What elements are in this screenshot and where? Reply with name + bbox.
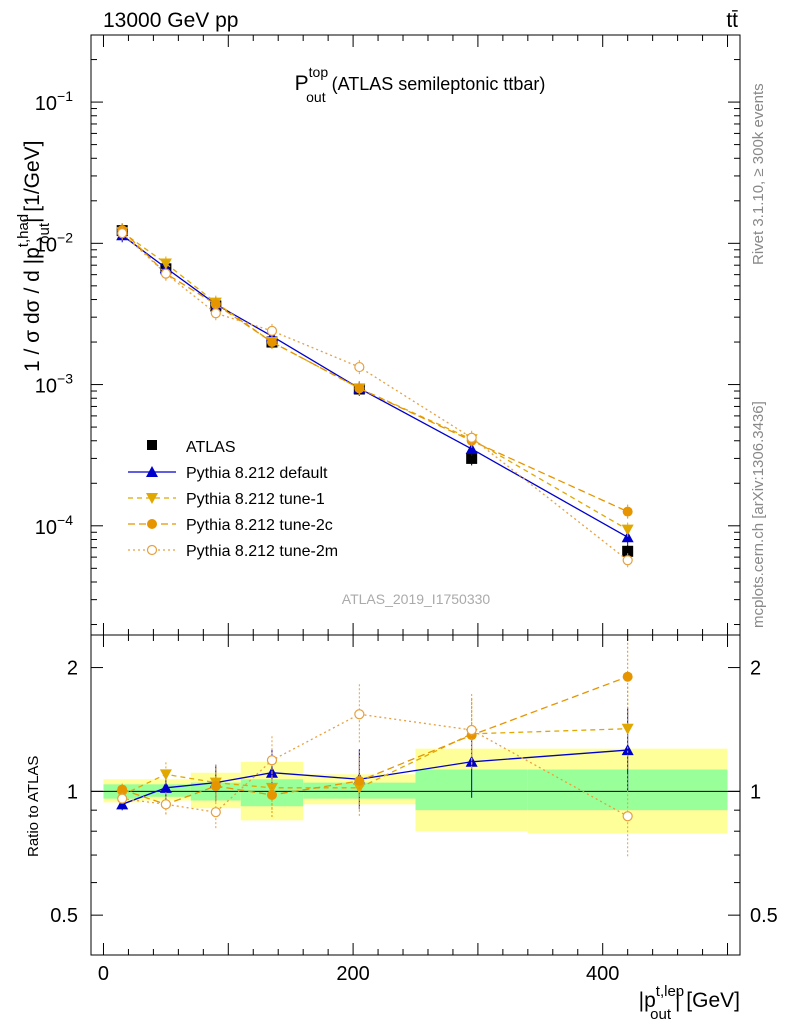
- process-label: tt̄: [726, 9, 738, 32]
- ratio-plot-frame: [90, 634, 741, 956]
- x-tick-label: 400: [586, 963, 619, 985]
- point-tune2c-4: [354, 383, 365, 394]
- ratio-point-tune2m-2: [210, 807, 221, 818]
- ratio-point-tune2m-4: [354, 709, 365, 720]
- point-tune2m-6: [622, 555, 633, 566]
- main-title-rest: (ATLAS semileptonic ttbar): [332, 74, 546, 94]
- y-tick-label: 10−2: [35, 229, 73, 256]
- ratio-x-ticks: 0 200 400: [98, 635, 729, 985]
- ratio-y-tick-label-right: 1: [750, 781, 761, 803]
- point-tune2m-1: [160, 268, 171, 279]
- point-tune2m-2: [210, 308, 221, 319]
- legend-label-tune2m: Pythia 8.212 tune-2m: [186, 543, 338, 560]
- ratio-xlabel-main: |p: [639, 989, 656, 1012]
- energy-label: 13000 GeV pp: [103, 9, 238, 32]
- main-panel: Ptop out (ATLAS semileptonic ttbar) 1 / σ …: [15, 34, 741, 636]
- point-tune2m-4: [354, 361, 365, 373]
- ratio-point-tune2c-0: [117, 784, 128, 795]
- main-series-group: [116, 223, 634, 568]
- ratio-point-default-6: [621, 744, 634, 756]
- x-tick-label: 200: [336, 963, 369, 985]
- legend-marker-tune2m: [146, 544, 158, 556]
- legend-label-tune1: Pythia 8.212 tune-1: [186, 491, 325, 508]
- point-tune2c-6: [622, 506, 633, 517]
- main-ylabel: 1 / σ dσ / d |pt,had out| [1/GeV]: [15, 140, 53, 372]
- ratio-point-tune2m-3: [266, 755, 278, 766]
- ratio-point-tune2c-2: [210, 781, 221, 792]
- ratio-point-tune2c-6: [622, 671, 633, 682]
- ratio-point-tune1-6: [621, 723, 634, 735]
- point-tune2m-3: [266, 325, 278, 336]
- ratio-y-ticks: 0.5 0.5 1 1 2 2: [50, 658, 778, 956]
- main-ylabel-main: 1 / σ dσ / d |p: [21, 247, 44, 372]
- ratio-xlabel-sub: out: [650, 1006, 672, 1023]
- watermark: ATLAS_2019_I1750330: [342, 591, 491, 607]
- ratio-y-tick-label-left: 0.5: [50, 905, 78, 927]
- legend-marker-tune1: [146, 493, 158, 504]
- legend-label-default: Pythia 8.212 default: [186, 465, 328, 482]
- ratio-xlabel: |pt,lep out| [GeV]: [639, 983, 740, 1023]
- ratio-panel: 0.5 0.5 1 1 2 2 0 200 400 Ratio to ATLAS |pt,le…: [25, 634, 778, 1023]
- ratio-point-tune2m-0: [117, 793, 128, 804]
- legend-label-atlas: ATLAS: [186, 439, 236, 456]
- ratio-point-default-5: [465, 755, 478, 767]
- main-x-ticks: [102, 35, 729, 635]
- legend-entry-tune2c: Pythia 8.212 tune-2c: [128, 517, 333, 534]
- ratio-y-tick-label-right: 2: [750, 658, 761, 680]
- legend-marker-default: [146, 466, 158, 477]
- point-tune2c-3: [266, 337, 277, 348]
- ratio-point-tune2c-3: [266, 789, 277, 800]
- legend-entry-default: Pythia 8.212 default: [128, 465, 328, 482]
- ratio-xlabel-sup: t,lep: [656, 983, 684, 1000]
- legend-entry-tune1: Pythia 8.212 tune-1: [128, 491, 325, 508]
- mcplots-label: mcplots.cern.ch [arXiv:1306.3436]: [750, 401, 767, 628]
- main-ylabel-sub: out: [36, 222, 53, 244]
- ratio-point-tune2m-6: [622, 811, 633, 822]
- main-ylabel-rest: | [1/GeV]: [21, 140, 44, 223]
- legend: ATLAS Pythia 8.212 default Pythia 8.212 …: [128, 439, 338, 560]
- point-default-5: [465, 442, 478, 454]
- main-title-sup: top: [309, 64, 329, 80]
- ratio-y-tick-label-left: 2: [67, 658, 78, 680]
- ratio-point-tune1-1: [159, 769, 172, 781]
- ratio-point-tune2m-5: [466, 724, 477, 736]
- main-title-sub: out: [306, 89, 326, 105]
- point-tune1-1: [159, 258, 172, 270]
- ratio-xlabel-rest: | [GeV]: [675, 989, 740, 1012]
- point-atlas-5: [466, 452, 478, 464]
- main-y-ticks: 10−1 10−2 10−3 10−4: [35, 59, 740, 626]
- legend-entry-tune2m: Pythia 8.212 tune-2m: [128, 543, 338, 560]
- legend-marker-atlas: [147, 440, 157, 450]
- ratio-series-group: [116, 635, 634, 859]
- y-tick-label: 10−4: [35, 512, 73, 539]
- point-atlas-6: [622, 545, 634, 557]
- rivet-label: Rivet 3.1.10, ≥ 300k events: [750, 83, 767, 265]
- point-tune2c-2: [210, 299, 221, 310]
- ratio-ylabel: Ratio to ATLAS: [25, 756, 42, 857]
- y-tick-label: 10−3: [35, 371, 73, 398]
- main-title-main: P: [295, 72, 309, 95]
- point-tune2m-5: [466, 432, 477, 443]
- point-default-6: [621, 531, 634, 543]
- ratio-y-tick-label-right: 0.5: [750, 905, 778, 927]
- main-ylabel-sup: t,had: [15, 214, 32, 247]
- ratio-point-tune2c-4: [354, 775, 365, 786]
- y-tick-label: 10−1: [35, 88, 73, 115]
- ratio-point-default-0: [116, 798, 129, 810]
- legend-label-tune2c: Pythia 8.212 tune-2c: [186, 517, 333, 534]
- main-title: Ptop out (ATLAS semileptonic ttbar): [295, 64, 546, 105]
- legend-marker-tune2c: [147, 519, 157, 529]
- point-tune1-6: [621, 524, 634, 536]
- series-line-tune1: [121, 231, 628, 531]
- ratio-point-default-1: [159, 781, 172, 793]
- point-tune2m-0: [117, 228, 128, 239]
- legend-entry-atlas: ATLAS: [147, 439, 236, 456]
- x-tick-label: 0: [98, 963, 109, 985]
- ratio-y-tick-label-left: 1: [67, 781, 78, 803]
- ratio-point-tune2m-1: [160, 799, 171, 810]
